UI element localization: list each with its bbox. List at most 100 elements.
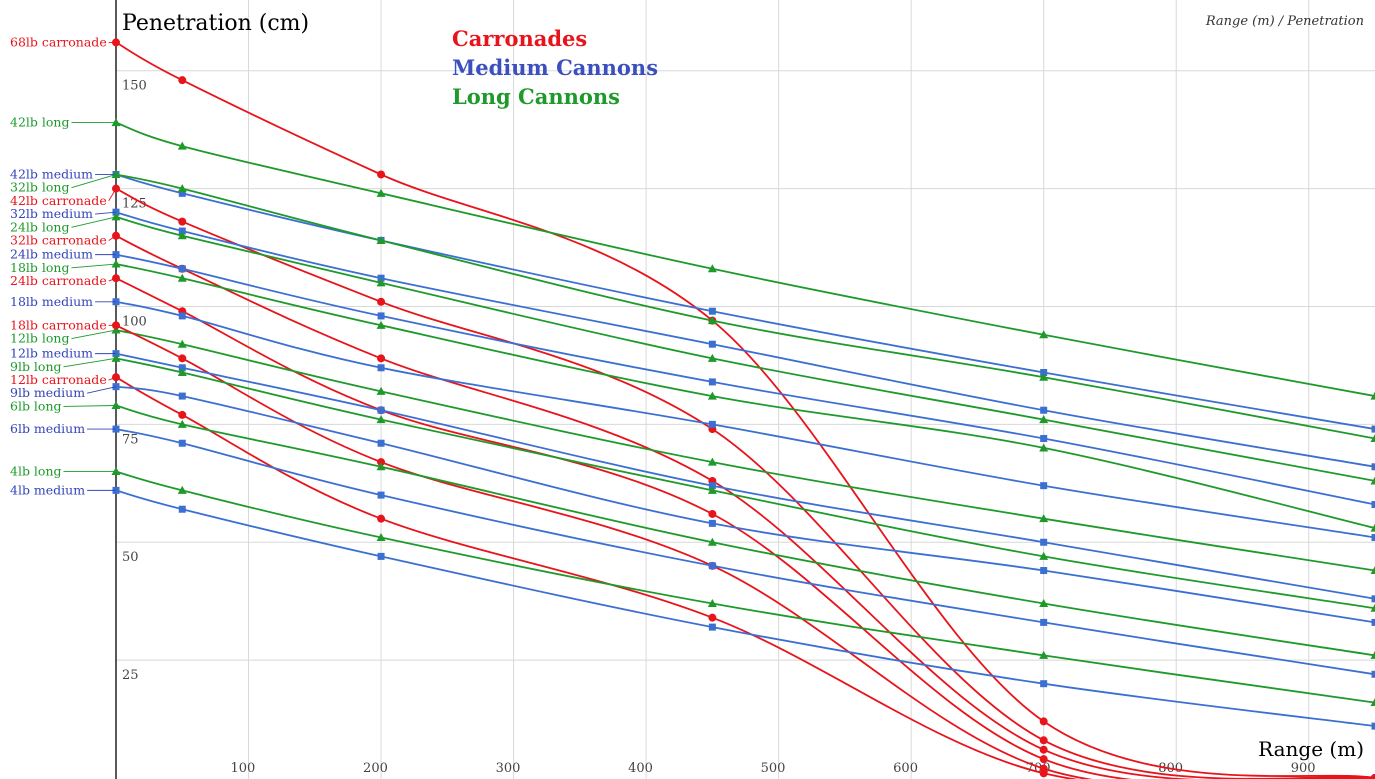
- point-24lb-long-200: [376, 278, 386, 287]
- series-label-24lb-carronade: 24lb carronade: [10, 273, 107, 288]
- point-12lb-long-0: [111, 325, 121, 334]
- point-4lb-medium-950: [1371, 722, 1375, 730]
- point-24lb-medium-200: [377, 312, 385, 320]
- point-42lb-carronade-200: [377, 297, 386, 306]
- point-24lb-medium-950: [1371, 501, 1375, 509]
- point-9lb-medium-200: [377, 439, 385, 447]
- point-32lb-medium-700: [1040, 406, 1048, 414]
- series-line-42lb-medium: [115, 173, 1375, 430]
- point-68lb-carronade-700: [1039, 717, 1048, 726]
- point-42lb-long-0: [111, 118, 121, 127]
- series-label-18lb-carronade: 18lb carronade: [10, 317, 107, 332]
- series-label-12lb-carronade: 12lb carronade: [10, 372, 107, 387]
- leader-32lb-carronade: [108, 235, 117, 241]
- series-label-42lb-long: 42lb long: [10, 115, 69, 130]
- point-42lb-carronade-700: [1039, 736, 1048, 745]
- series-4lb-long: [111, 467, 1375, 707]
- series-line-4lb-medium: [115, 489, 1375, 727]
- series-label-9lb-medium: 9lb medium: [10, 385, 85, 400]
- x-tick-label-500: 500: [761, 761, 786, 776]
- point-12lb-long-50: [177, 339, 187, 348]
- series-line-24lb-long: [115, 216, 1375, 482]
- point-42lb-medium-50: [178, 189, 186, 197]
- y-tick-label-75: 75: [122, 432, 139, 447]
- point-6lb-long-50: [177, 419, 187, 428]
- point-18lb-medium-200: [377, 364, 385, 372]
- series-label-9lb-long: 9lb long: [10, 359, 62, 374]
- point-18lb-medium-700: [1040, 482, 1048, 490]
- point-18lb-carronade-200: [377, 458, 386, 467]
- series-label-6lb-medium: 6lb medium: [10, 421, 85, 436]
- series-line-32lb-long: [115, 173, 1375, 440]
- point-6lb-long-450: [707, 537, 717, 546]
- point-6lb-medium-700: [1040, 618, 1048, 626]
- point-24lb-medium-450: [708, 378, 716, 386]
- point-42lb-long-450: [707, 264, 717, 273]
- point-24lb-long-450: [707, 353, 717, 362]
- leader-6lb-long: [63, 405, 117, 407]
- series-label-24lb-medium: 24lb medium: [10, 247, 93, 262]
- series-line-12lb-carronade: [115, 376, 1375, 779]
- point-18lb-medium-450: [708, 420, 716, 428]
- point-12lb-carronade-200: [377, 514, 386, 523]
- point-32lb-long-450: [707, 316, 717, 325]
- point-24lb-long-0: [111, 212, 121, 221]
- series-line-18lb-long: [115, 263, 1375, 529]
- x-tick-label-200: 200: [363, 761, 388, 776]
- y-tick-label-50: 50: [122, 550, 139, 565]
- point-4lb-long-950: [1370, 698, 1375, 707]
- point-18lb-medium-950: [1371, 534, 1375, 542]
- series-12lb-long: [111, 325, 1375, 575]
- series-label-24lb-long: 24lb long: [10, 219, 69, 234]
- legend-long-cannons: Long Cannons: [452, 84, 620, 109]
- point-32lb-carronade-700: [1039, 745, 1048, 754]
- x-tick-label-100: 100: [231, 761, 256, 776]
- point-12lb-carronade-450: [708, 613, 717, 622]
- series-label-4lb-long: 4lb long: [10, 464, 62, 479]
- leader-9lb-medium: [86, 386, 117, 394]
- point-24lb-carronade-700: [1039, 755, 1048, 764]
- plot-background: [116, 0, 1375, 779]
- point-18lb-long-200: [376, 320, 386, 329]
- point-9lb-long-50: [177, 367, 187, 376]
- gridlines: [116, 0, 1375, 779]
- point-6lb-long-950: [1370, 650, 1375, 659]
- series-line-42lb-carronade: [115, 187, 1375, 779]
- point-6lb-medium-50: [178, 439, 186, 447]
- point-42lb-medium-950: [1371, 425, 1375, 433]
- point-12lb-carronade-700: [1039, 769, 1048, 778]
- point-4lb-long-700: [1039, 650, 1049, 659]
- point-4lb-long-0: [111, 467, 121, 476]
- y-tick-label-100: 100: [122, 314, 147, 329]
- point-4lb-medium-450: [708, 623, 716, 631]
- axis-ticks: 100 200 300 400 500 600 700 800 9002550751001251…: [122, 79, 1316, 776]
- point-9lb-medium-700: [1040, 567, 1048, 575]
- point-42lb-carronade-50: [178, 217, 187, 226]
- leader-9lb-long: [63, 357, 117, 368]
- point-12lb-long-200: [376, 386, 386, 395]
- point-68lb-carronade-200: [377, 170, 386, 179]
- y-tick-label-125: 125: [122, 197, 147, 212]
- series-42lb-long: [111, 118, 1375, 400]
- point-9lb-medium-450: [708, 519, 716, 527]
- x-tick-label-600: 600: [893, 761, 918, 776]
- series-line-9lb-long: [115, 357, 1375, 610]
- point-24lb-medium-700: [1040, 435, 1048, 443]
- series-line-42lb-long: [115, 121, 1375, 397]
- series-line-18lb-medium: [115, 300, 1375, 539]
- point-18lb-long-700: [1039, 443, 1049, 452]
- series-line-18lb-carronade: [115, 324, 1375, 779]
- leader-24lb-carronade: [108, 277, 117, 282]
- point-9lb-medium-50: [178, 392, 186, 400]
- point-6lb-long-200: [376, 462, 386, 471]
- point-12lb-long-950: [1370, 566, 1375, 575]
- series-line-6lb-long: [115, 404, 1375, 657]
- point-32lb-long-200: [376, 235, 386, 244]
- point-6lb-medium-450: [708, 562, 716, 570]
- point-6lb-medium-950: [1371, 670, 1375, 678]
- point-4lb-long-200: [376, 533, 386, 542]
- point-12lb-long-450: [707, 457, 717, 466]
- point-32lb-long-50: [177, 184, 187, 193]
